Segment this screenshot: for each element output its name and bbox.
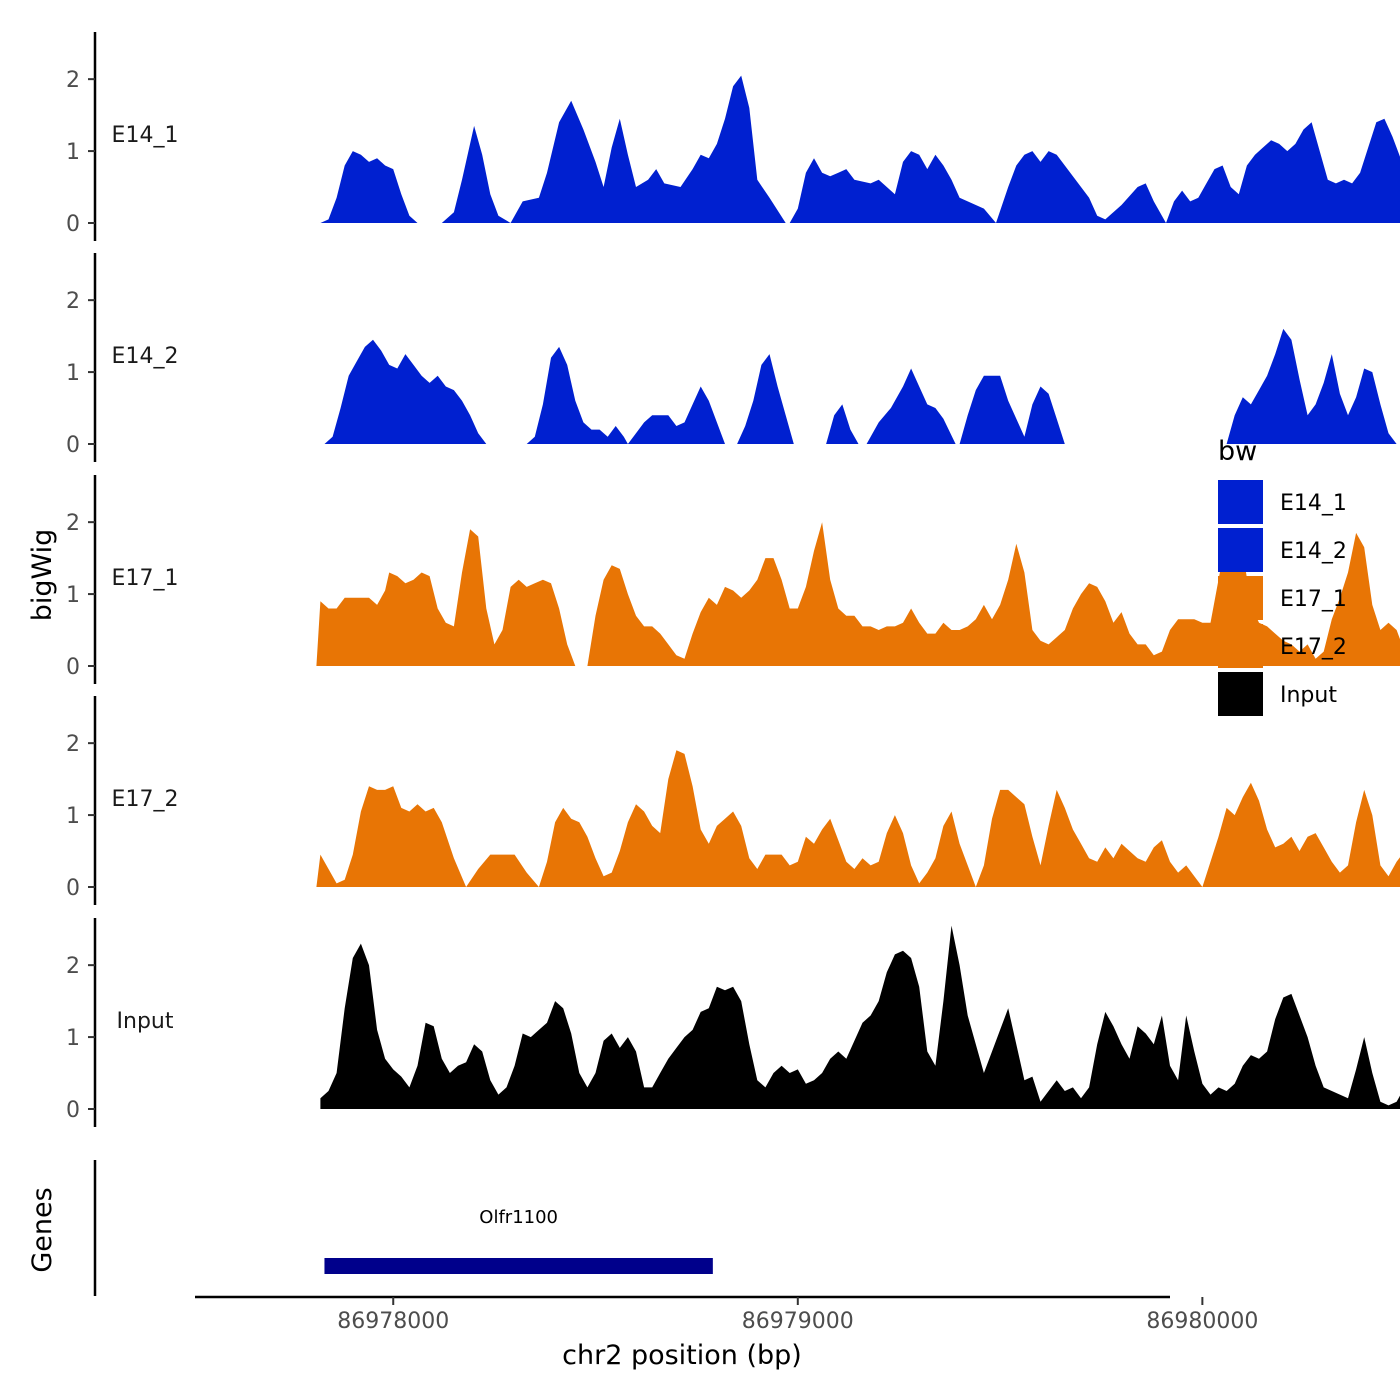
track-E14_1: 0 1 2 E14_1 xyxy=(66,32,1400,241)
y-tick-label: 1 xyxy=(66,1026,80,1051)
coverage-area xyxy=(996,151,1166,223)
coverage-area xyxy=(789,151,996,223)
y-tick-label: 0 xyxy=(66,433,80,458)
track-Input: 0 1 2 Input xyxy=(66,918,1400,1127)
genes-axis-title: Genes xyxy=(27,1187,58,1272)
legend-swatch xyxy=(1218,576,1263,620)
y-tick-label: 1 xyxy=(66,361,80,386)
x-tick-label: 86979000 xyxy=(742,1309,854,1334)
coverage-area xyxy=(737,354,794,444)
x-axis: chr2 position (bp) 86978000 86979000 86980… xyxy=(195,1295,1258,1371)
legend-title: bw xyxy=(1218,436,1257,467)
coverage-area xyxy=(324,339,487,444)
track-E14_2: 0 1 2 E14_2 xyxy=(66,253,1397,462)
y-tick-label: 2 xyxy=(66,289,80,314)
coverage-area xyxy=(538,750,976,887)
legend-label: E14_1 xyxy=(1280,491,1347,516)
x-axis-title: chr2 position (bp) xyxy=(562,1340,802,1371)
track-label: E17_2 xyxy=(112,787,179,812)
y-tick-label: 0 xyxy=(66,1098,80,1123)
track-label: E14_2 xyxy=(112,344,179,369)
y-axis-title: bigWig xyxy=(27,529,58,622)
coverage-area xyxy=(587,522,1400,666)
track-label: E17_1 xyxy=(112,566,179,591)
coverage-area xyxy=(1166,118,1400,223)
coverage-area xyxy=(826,404,859,444)
coverage-area xyxy=(510,75,786,223)
track-E17_1: 0 1 2 E17_1 xyxy=(66,475,1400,684)
gene-name-label: Olfr1100 xyxy=(479,1207,558,1228)
y-tick-label: 0 xyxy=(66,876,80,901)
y-tick-label: 1 xyxy=(66,140,80,165)
coverage-area xyxy=(627,386,725,444)
coverage-area xyxy=(959,375,1065,444)
legend-swatch xyxy=(1218,624,1263,668)
legend: bw E14_1 E14_2 E17_1 E17_2 Input xyxy=(1218,436,1347,716)
coverage-area xyxy=(316,529,576,666)
coverage-area xyxy=(320,151,418,223)
legend-label: E17_1 xyxy=(1280,587,1347,612)
legend-swatch xyxy=(1218,528,1263,572)
gene-bar xyxy=(324,1258,713,1274)
coverage-area xyxy=(441,125,511,223)
genes-panel: Genes Olfr1100 xyxy=(27,1160,713,1296)
coverage-area xyxy=(526,346,628,444)
track-label: Input xyxy=(117,1009,174,1034)
coverage-area xyxy=(316,786,539,887)
y-tick-label: 1 xyxy=(66,583,80,608)
y-tick-label: 2 xyxy=(66,68,80,93)
track-label: E14_1 xyxy=(112,123,179,148)
coverage-area xyxy=(975,789,1203,887)
coverage-area xyxy=(866,368,956,444)
y-tick-label: 0 xyxy=(66,212,80,237)
y-tick-label: 2 xyxy=(66,954,80,979)
coverage-area xyxy=(1226,328,1397,444)
y-tick-label: 1 xyxy=(66,804,80,829)
y-tick-label: 0 xyxy=(66,655,80,680)
legend-label: Input xyxy=(1280,683,1337,708)
legend-label: E17_2 xyxy=(1280,635,1347,660)
legend-label: E14_2 xyxy=(1280,539,1347,564)
legend-swatch xyxy=(1218,480,1263,524)
track-E17_2: 0 1 2 E17_2 xyxy=(66,696,1400,905)
x-tick-label: 86980000 xyxy=(1146,1309,1258,1334)
tracks-layer: 0 1 2 E14_1 0 1 2 E14_2 0 1 2 E17_1 0 1 2 E17_2 0 1 2 Input xyxy=(66,32,1400,1127)
x-tick-label: 86978000 xyxy=(337,1309,449,1334)
coverage-area xyxy=(1202,782,1400,887)
y-tick-label: 2 xyxy=(66,511,80,536)
coverage-area xyxy=(320,925,1400,1109)
y-tick-label: 2 xyxy=(66,732,80,757)
legend-swatch xyxy=(1218,672,1263,716)
